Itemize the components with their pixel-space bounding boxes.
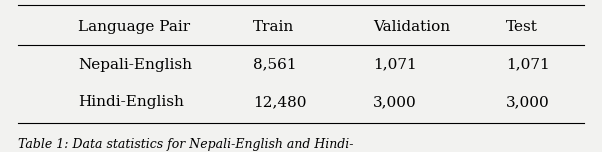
Text: 3,000: 3,000	[373, 95, 417, 109]
Text: Table 1: Data statistics for Nepali-English and Hindi-: Table 1: Data statistics for Nepali-Engl…	[18, 138, 353, 151]
Text: Nepali-English: Nepali-English	[78, 58, 192, 72]
Text: Train: Train	[253, 20, 294, 34]
Text: Hindi-English: Hindi-English	[78, 95, 184, 109]
Text: 8,561: 8,561	[253, 58, 296, 72]
Text: Test: Test	[506, 20, 538, 34]
Text: 1,071: 1,071	[506, 58, 550, 72]
Text: 12,480: 12,480	[253, 95, 306, 109]
Text: Language Pair: Language Pair	[78, 20, 190, 34]
Text: 1,071: 1,071	[373, 58, 417, 72]
Text: 3,000: 3,000	[506, 95, 550, 109]
Text: Validation: Validation	[373, 20, 450, 34]
